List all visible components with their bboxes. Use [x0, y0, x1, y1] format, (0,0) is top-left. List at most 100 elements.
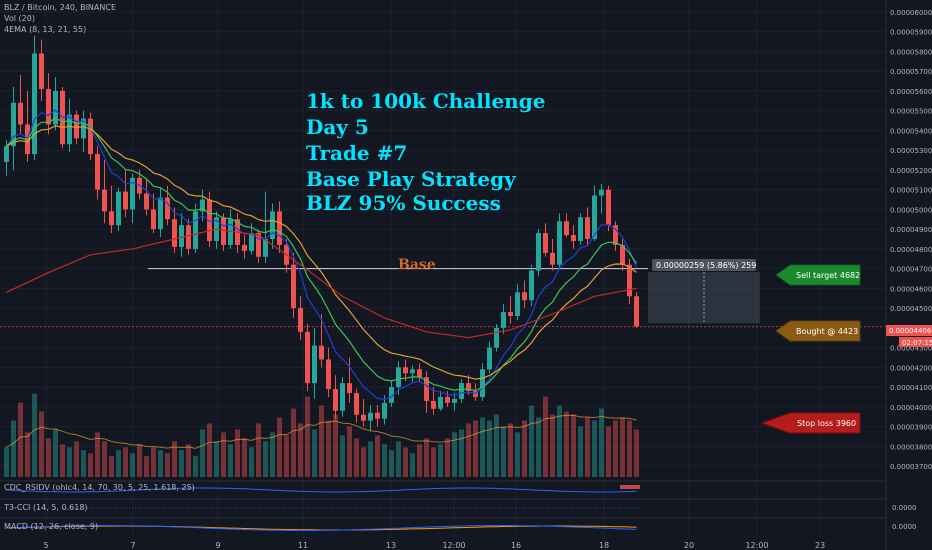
candle-body	[627, 264, 632, 297]
indicator-panes	[0, 480, 886, 531]
volume-bar	[340, 435, 345, 477]
volume-bar	[501, 426, 506, 477]
candle-body	[130, 177, 135, 210]
bought-marker[interactable]: Bought @ 4423	[775, 320, 861, 342]
price-tick-label: 0.00003900	[890, 424, 932, 432]
volume-bar	[116, 450, 121, 477]
price-tick-label: 0.00003700	[890, 463, 932, 471]
time-tick-label: 20	[684, 541, 694, 550]
candle-body	[599, 189, 604, 196]
volume-bar	[522, 420, 527, 477]
candle-body	[39, 53, 44, 89]
volume-bar	[403, 447, 408, 477]
volume-bar	[347, 426, 352, 477]
volume-bar	[242, 438, 247, 477]
candle-body	[585, 217, 590, 240]
volume-bar	[25, 432, 30, 477]
candle-body	[109, 211, 114, 226]
volume-bar	[564, 411, 569, 477]
candle-body	[242, 244, 247, 251]
volume-bar	[102, 441, 107, 477]
price-tick-label: 0.00005600	[890, 88, 932, 96]
candle-body	[417, 369, 422, 378]
volume-bar	[389, 450, 394, 477]
macd-legend: MACD (12, 26, close, 9)	[4, 522, 98, 531]
candle-body	[263, 239, 268, 257]
measure-tooltip[interactable]: 0.00000259 (5.86%) 259	[652, 259, 756, 271]
volume-bar	[578, 426, 583, 477]
stop-loss-marker[interactable]: Stop loss 3960	[760, 412, 861, 434]
volume-bar	[571, 414, 576, 477]
price-tick-label: 0.00004900	[890, 226, 932, 234]
volume-bar	[144, 456, 149, 477]
cdc-bar-recent	[620, 485, 640, 489]
candle-body	[333, 389, 338, 411]
volume-bar	[585, 417, 590, 477]
time-tick-label: 12:00	[745, 541, 768, 550]
ema-8-line	[6, 109, 638, 401]
volume-bar	[228, 444, 233, 477]
candle-body	[634, 296, 639, 327]
volume-bar	[39, 411, 44, 477]
price-tick-label: 0.00005200	[890, 167, 932, 175]
volume-ma-line	[6, 414, 637, 449]
volume-bar	[592, 420, 597, 477]
volume-bar	[291, 408, 296, 477]
candle-body	[221, 217, 226, 245]
candle-body	[277, 211, 282, 245]
macd-line	[6, 525, 637, 531]
volume-bar	[466, 423, 471, 477]
time-tick-label: 16	[511, 541, 521, 550]
volume-bar	[130, 453, 135, 477]
macd-value: 0.0000	[892, 523, 917, 531]
candle-body	[165, 197, 170, 220]
candle-body	[536, 233, 541, 271]
volume-bar	[627, 420, 632, 477]
candle-body	[298, 308, 303, 332]
candle-body	[515, 292, 520, 317]
volume-bar	[333, 414, 338, 477]
candle-body	[193, 211, 198, 249]
candle-body	[74, 114, 79, 139]
annotation-line-3: Trade #7	[306, 141, 407, 165]
candle-body	[67, 114, 72, 145]
last-price-value: 0.00004406	[889, 327, 932, 335]
volume-bar	[95, 432, 100, 477]
candle-body	[522, 292, 527, 301]
candle-body	[319, 345, 324, 360]
candle-body	[466, 383, 471, 392]
volume-bar	[396, 441, 401, 477]
candle-body	[256, 233, 261, 257]
t3-cci-legend: T3-CCI (14, 5, 0.618)	[3, 503, 88, 512]
ema-lines	[6, 109, 638, 401]
price-tick-label: 0.00003800	[890, 443, 932, 451]
candle-body	[564, 221, 569, 236]
time-tick-label: 18	[599, 541, 609, 550]
candle-body	[102, 189, 107, 212]
candle-body	[396, 367, 401, 388]
volume-bar	[375, 435, 380, 477]
volume-bar	[445, 438, 450, 477]
ema-legend: 4EMA (8, 13, 21, 55)	[4, 25, 86, 34]
volume-bar	[263, 441, 268, 477]
volume-bar	[536, 417, 541, 477]
symbol-title: BLZ / Bitcoin, 240, BINANCE	[4, 3, 116, 12]
time-axis-labels: 5 7 9 11 13 12:00 16 18 20 12:00 23	[43, 541, 825, 550]
candle-body	[46, 88, 51, 125]
price-tick-label: 0.00004800	[890, 246, 932, 254]
volume-bar	[32, 393, 37, 477]
candle-body	[11, 102, 16, 147]
volume-bar	[74, 441, 79, 477]
price-tick-label: 0.00005900	[890, 29, 932, 37]
time-tick-label: 7	[130, 541, 135, 550]
sell-target-marker[interactable]: Sell target 4682	[775, 264, 861, 286]
candle-body	[88, 118, 93, 155]
candle-body	[592, 195, 597, 240]
last-price-box	[886, 325, 932, 336]
volume-bar	[487, 420, 492, 477]
candle-body	[123, 191, 128, 210]
candle-body	[354, 393, 359, 415]
candle-body	[424, 377, 429, 401]
volume-bar	[620, 417, 625, 477]
